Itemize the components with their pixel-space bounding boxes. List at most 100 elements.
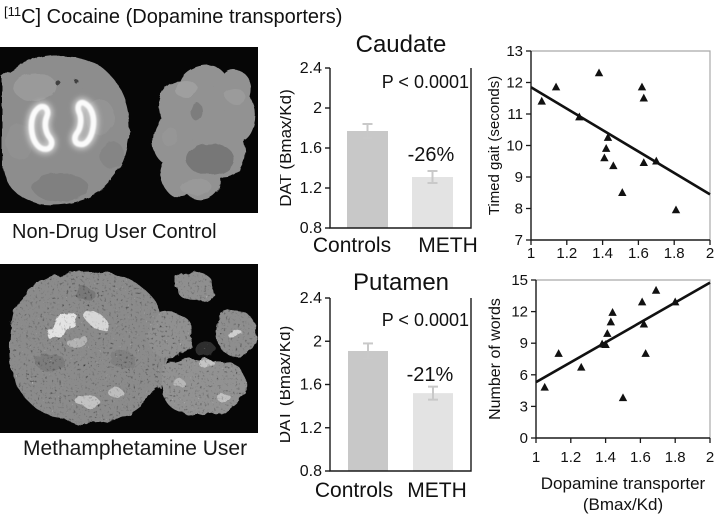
trend-line: [530, 86, 711, 196]
x-tick-label: 1.6: [628, 245, 649, 262]
data-point: [577, 362, 586, 371]
data-point: [637, 297, 647, 306]
data-point: [537, 96, 546, 105]
plot-frame: [531, 50, 711, 240]
caudate-bar-chart: 0.8 1.2 1.6 2 2.4 Caudate P < 0.0001 -26% DAT (B…: [276, 30, 488, 266]
category-label: METH: [407, 479, 467, 502]
x-tick-label: 1: [532, 449, 540, 466]
category-label: Controls: [313, 234, 391, 257]
y-axis-label: Timed gait (seconds): [488, 76, 503, 216]
y-tick-label: 12: [511, 304, 528, 321]
x-axis-label: (Bmax/Kd): [583, 495, 663, 514]
caudate-chart-svg: 0.8 1.2 1.6 2 2.4 Caudate P < 0.0001 -26% DAT (B…: [276, 31, 478, 257]
y-axis-label: Number of words: [488, 298, 504, 420]
gait-chart-svg: 7 8 9 10 11 12 13 1 1.2 1.4 1.6 1.8 2 Timed gait (sec…: [486, 43, 714, 262]
y-tick-label: 1.2: [300, 180, 322, 197]
percent-change-label: -26%: [408, 144, 455, 166]
data-point: [540, 382, 549, 391]
y-tick-label: 2: [313, 333, 322, 350]
control-brain-slices: [2, 55, 256, 205]
pet-scan-control: [0, 47, 258, 213]
category-label: Controls: [315, 479, 393, 502]
axes: [535, 280, 710, 439]
x-tick-label: 1.8: [665, 449, 686, 466]
putamen-chart-svg: 0.8 1.2 1.6 2 2.4 Putamen P < 0.0001 -21% DAT (B…: [275, 269, 472, 502]
y-tick-label: 1.6: [300, 377, 322, 394]
p-value-annotation: P < 0.0001: [382, 72, 469, 92]
figure-title: [11C] Cocaine (Dopamine transporters): [4, 4, 342, 29]
x-axis-label: Dopamine transporter: [541, 474, 706, 493]
y-tick-label: 1.2: [300, 420, 322, 437]
x-tick-label: 1.6: [630, 449, 651, 466]
data-point: [671, 205, 681, 214]
y-tick-label: 0.8: [300, 463, 322, 480]
y-tick-label: 9: [520, 335, 528, 352]
y-tick-label: 2: [313, 100, 322, 117]
y-tick-label: 8: [515, 201, 523, 218]
data-point: [601, 144, 611, 152]
bar-meth: [413, 393, 453, 471]
data-point: [618, 188, 627, 196]
data-point: [609, 161, 618, 170]
x-tick-label: 1.4: [592, 245, 613, 262]
data-point: [639, 319, 649, 328]
data-point: [639, 158, 648, 167]
data-point: [594, 68, 604, 77]
bar-controls: [348, 350, 388, 471]
x-tick-label: 1.2: [560, 449, 581, 466]
data-point: [618, 393, 628, 402]
y-tick-label: 0: [520, 430, 528, 447]
category-label: METH: [418, 234, 478, 257]
y-tick-label: 10: [506, 138, 523, 155]
y-tick-label: 7: [515, 232, 523, 249]
y-tick-label: 11: [507, 106, 523, 123]
timed-gait-scatter: 7 8 9 10 11 12 13 1 1.2 1.4 1.6 1.8 2 Timed gait (sec…: [486, 30, 720, 266]
data-point: [600, 153, 609, 162]
data-point: [641, 349, 650, 357]
chart-title: Caudate: [356, 31, 447, 58]
y-tick-label: 3: [520, 398, 528, 415]
x-tick-label: 1: [527, 245, 535, 262]
y-tick-label: 12: [506, 75, 523, 92]
pet-scan-meth: [0, 264, 258, 433]
x-tick-label: 1.4: [595, 449, 616, 466]
pet-scan-meth-image: [9, 270, 257, 424]
x-tick-label: 2: [706, 449, 714, 466]
y-tick-label: 1.6: [300, 140, 322, 157]
word-recall-scatter: 0 3 6 9 12 15 1 1.2 1.4 1.6 1.8 2 Number of words Dop…: [487, 250, 720, 514]
data-point: [639, 93, 648, 102]
data-point: [608, 308, 617, 316]
x-tick-label: 1.8: [664, 245, 685, 262]
data-point: [671, 297, 680, 306]
data-point: [651, 285, 661, 294]
figure-title-text: C] Cocaine (Dopamine transporters): [21, 6, 343, 28]
chart-title: Putamen: [353, 269, 449, 296]
y-tick-label: 15: [511, 272, 528, 289]
x-tick-label: 2: [706, 245, 714, 262]
data-point: [551, 82, 561, 91]
plot-frame: [536, 279, 711, 438]
y-tick-label: 2.4: [300, 290, 322, 307]
pet-label-control: Non-Drug User Control: [12, 221, 217, 243]
isotope-superscript: [11: [4, 4, 22, 19]
meth-brain-slices: [9, 270, 257, 424]
bar-controls: [347, 131, 388, 228]
pet-scan-control-image: [2, 55, 256, 205]
y-tick-label: 6: [520, 367, 528, 384]
y-tick-label: 0.8: [300, 220, 322, 237]
p-value-annotation: P < 0.0001: [382, 310, 469, 330]
trend-line: [535, 281, 711, 384]
data-point: [601, 340, 610, 348]
striatum-hotspots: [28, 99, 97, 152]
y-axis-label: DAT (Bmax/Kd): [280, 89, 295, 206]
data-point: [603, 329, 612, 337]
words-chart-svg: 0 3 6 9 12 15 1 1.2 1.4 1.6 1.8 2 Number of words Dop…: [487, 272, 714, 514]
x-tick-label: 1.2: [556, 245, 577, 262]
data-point: [652, 156, 661, 165]
putamen-bar-chart: 0.8 1.2 1.6 2 2.4 Putamen P < 0.0001 -21% DAT (B…: [275, 258, 488, 514]
data-point: [575, 112, 584, 121]
data-point: [603, 133, 613, 141]
bar-meth: [412, 177, 453, 228]
y-axis-label: DAT (Bmax/Kd): [280, 326, 294, 443]
